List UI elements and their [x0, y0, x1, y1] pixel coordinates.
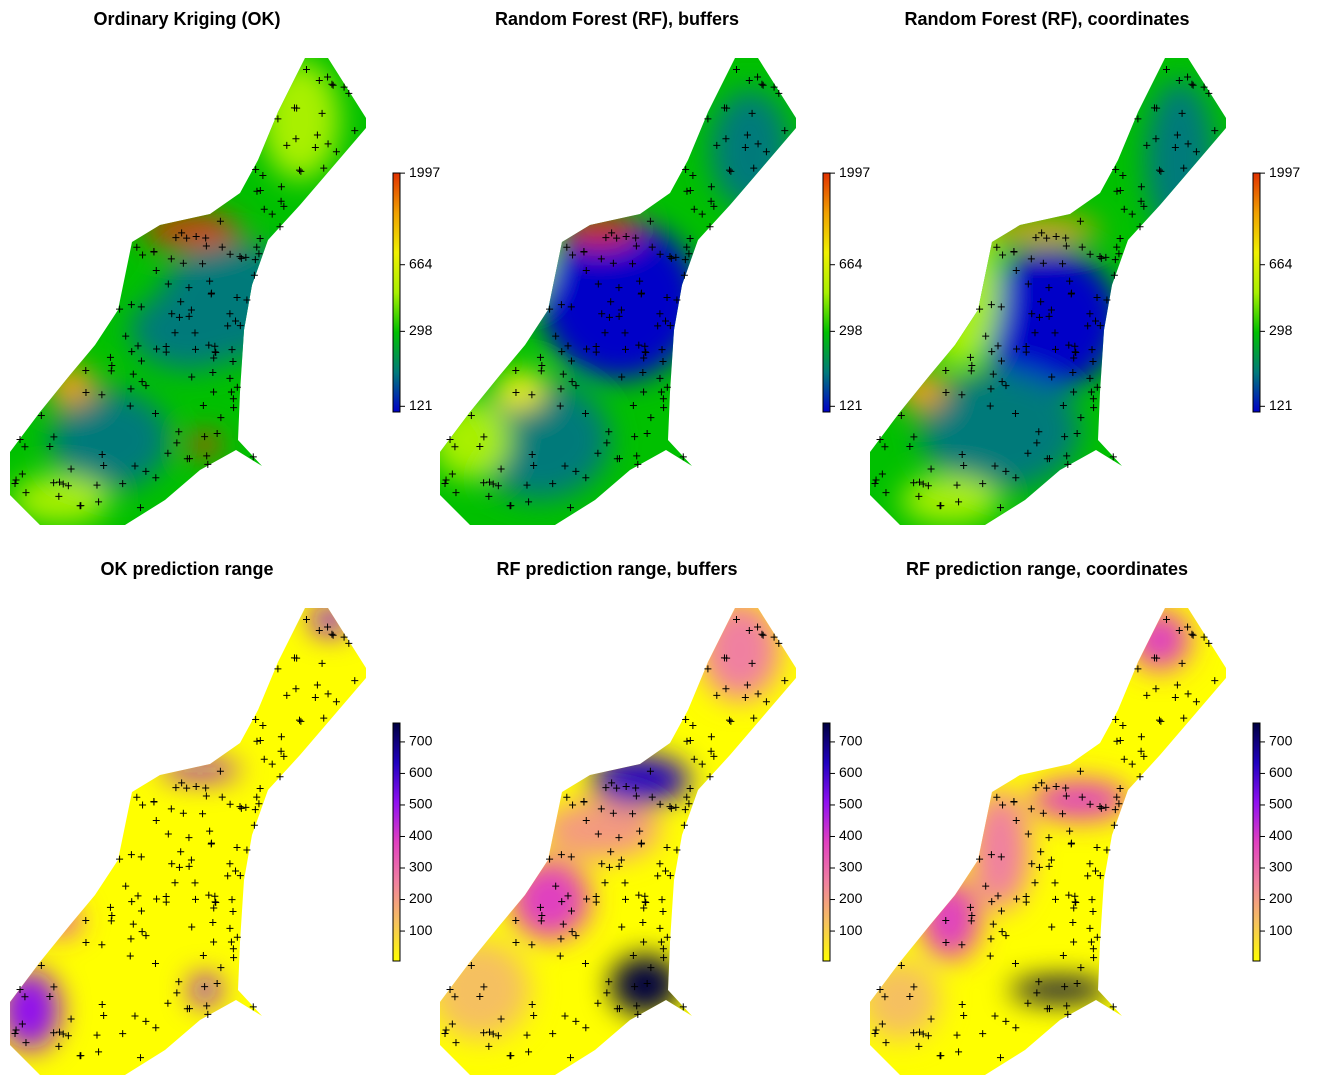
surface-patch — [1130, 610, 1190, 670]
colorbar-tick-label: 700 — [1269, 733, 1293, 749]
map-raster — [0, 50, 380, 540]
panel-title: RF prediction range, buffers — [496, 559, 737, 579]
surface-patch — [1030, 780, 1130, 820]
colorbar — [823, 173, 830, 412]
colorbar-tick-label: 300 — [839, 859, 863, 875]
colorbar-tick-label: 300 — [1269, 859, 1293, 875]
surface-patch — [510, 860, 590, 940]
colorbar-tick-label: 298 — [1269, 322, 1293, 338]
surface-patch — [430, 400, 510, 480]
colorbar-tick-label: 664 — [409, 255, 433, 271]
colorbar-tick-label: 200 — [839, 890, 863, 906]
colorbar-tick-label: 400 — [839, 827, 863, 843]
surface-patch — [430, 940, 530, 1040]
colorbar-tick-label: 664 — [839, 255, 863, 271]
panel-title: Random Forest (RF), buffers — [495, 9, 739, 29]
map — [430, 600, 810, 1080]
colorbar-tick-label: 400 — [1269, 827, 1293, 843]
colorbar-tick-label: 100 — [1269, 922, 1293, 938]
colorbar-tick-label: 200 — [1269, 890, 1293, 906]
colorbar-tick-label: 1997 — [409, 164, 440, 180]
map-raster — [860, 600, 1240, 1080]
surface-patch — [895, 370, 945, 410]
map — [0, 50, 380, 540]
surface-patch — [970, 790, 1030, 910]
colorbar-tick-label: 500 — [1269, 796, 1293, 812]
colorbar-tick-label: 600 — [409, 764, 433, 780]
surface-patch — [860, 960, 940, 1040]
colorbar-tick-label: 100 — [839, 922, 863, 938]
map — [430, 50, 810, 540]
panel-title: RF prediction range, coordinates — [906, 559, 1188, 579]
colorbar — [393, 723, 400, 961]
surface-patch — [560, 212, 640, 248]
surface-patch — [980, 215, 1100, 245]
colorbar-tick-label: 664 — [1269, 255, 1293, 271]
map-raster — [0, 600, 380, 1080]
map-raster — [430, 600, 810, 1080]
map-raster — [430, 50, 810, 540]
surface-patch — [495, 370, 545, 410]
surface-patch — [45, 365, 95, 405]
colorbar-tick-label: 600 — [1269, 764, 1293, 780]
colorbar-tick-label: 298 — [839, 322, 863, 338]
surface-patch — [130, 290, 250, 370]
colorbar-tick-label: 700 — [409, 733, 433, 749]
surface-patch — [40, 905, 80, 935]
map — [860, 50, 1240, 540]
colorbar-tick-label: 298 — [409, 322, 433, 338]
colorbar-tick-label: 400 — [409, 827, 433, 843]
colorbar-tick-label: 500 — [839, 796, 863, 812]
surface-patch — [1145, 80, 1215, 240]
surface-patch — [160, 760, 240, 780]
colorbar — [1253, 173, 1260, 412]
colorbar — [823, 723, 830, 961]
surface-patch — [590, 755, 690, 805]
surface-patch — [610, 955, 680, 1015]
surface-patch — [50, 390, 170, 490]
colorbar-tick-label: 700 — [839, 733, 863, 749]
surface-patch — [140, 212, 240, 248]
colorbar-tick-label: 1997 — [839, 164, 870, 180]
map — [860, 600, 1240, 1080]
colorbar-tick-label: 1997 — [1269, 164, 1300, 180]
surface-patch — [1010, 978, 1110, 1002]
map-raster — [860, 50, 1240, 540]
colorbar-tick-label: 300 — [409, 859, 433, 875]
surface-patch — [700, 600, 780, 700]
map-surface — [895, 80, 1215, 525]
panel-title: Random Forest (RF), coordinates — [904, 9, 1189, 29]
colorbar-tick-label: 200 — [409, 890, 433, 906]
colorbar — [1253, 723, 1260, 961]
colorbar-tick-label: 121 — [1269, 397, 1293, 413]
map — [0, 600, 380, 1080]
figure: Ordinary Kriging (OK) 121 298 664 1997 Random… — [0, 0, 1318, 1080]
panel-title: Ordinary Kriging (OK) — [93, 9, 280, 29]
surface-patch — [920, 210, 1000, 370]
panel-title: OK prediction range — [100, 559, 273, 579]
colorbar-tick-label: 121 — [839, 397, 863, 413]
colorbar-tick-label: 500 — [409, 796, 433, 812]
colorbar-tick-label: 100 — [409, 922, 433, 938]
colorbar — [393, 173, 400, 412]
surface-patch — [490, 220, 550, 300]
colorbar-tick-label: 121 — [409, 397, 433, 413]
surface-patch — [0, 970, 60, 1050]
colorbar-tick-label: 600 — [839, 764, 863, 780]
surface-patch — [980, 250, 1120, 390]
